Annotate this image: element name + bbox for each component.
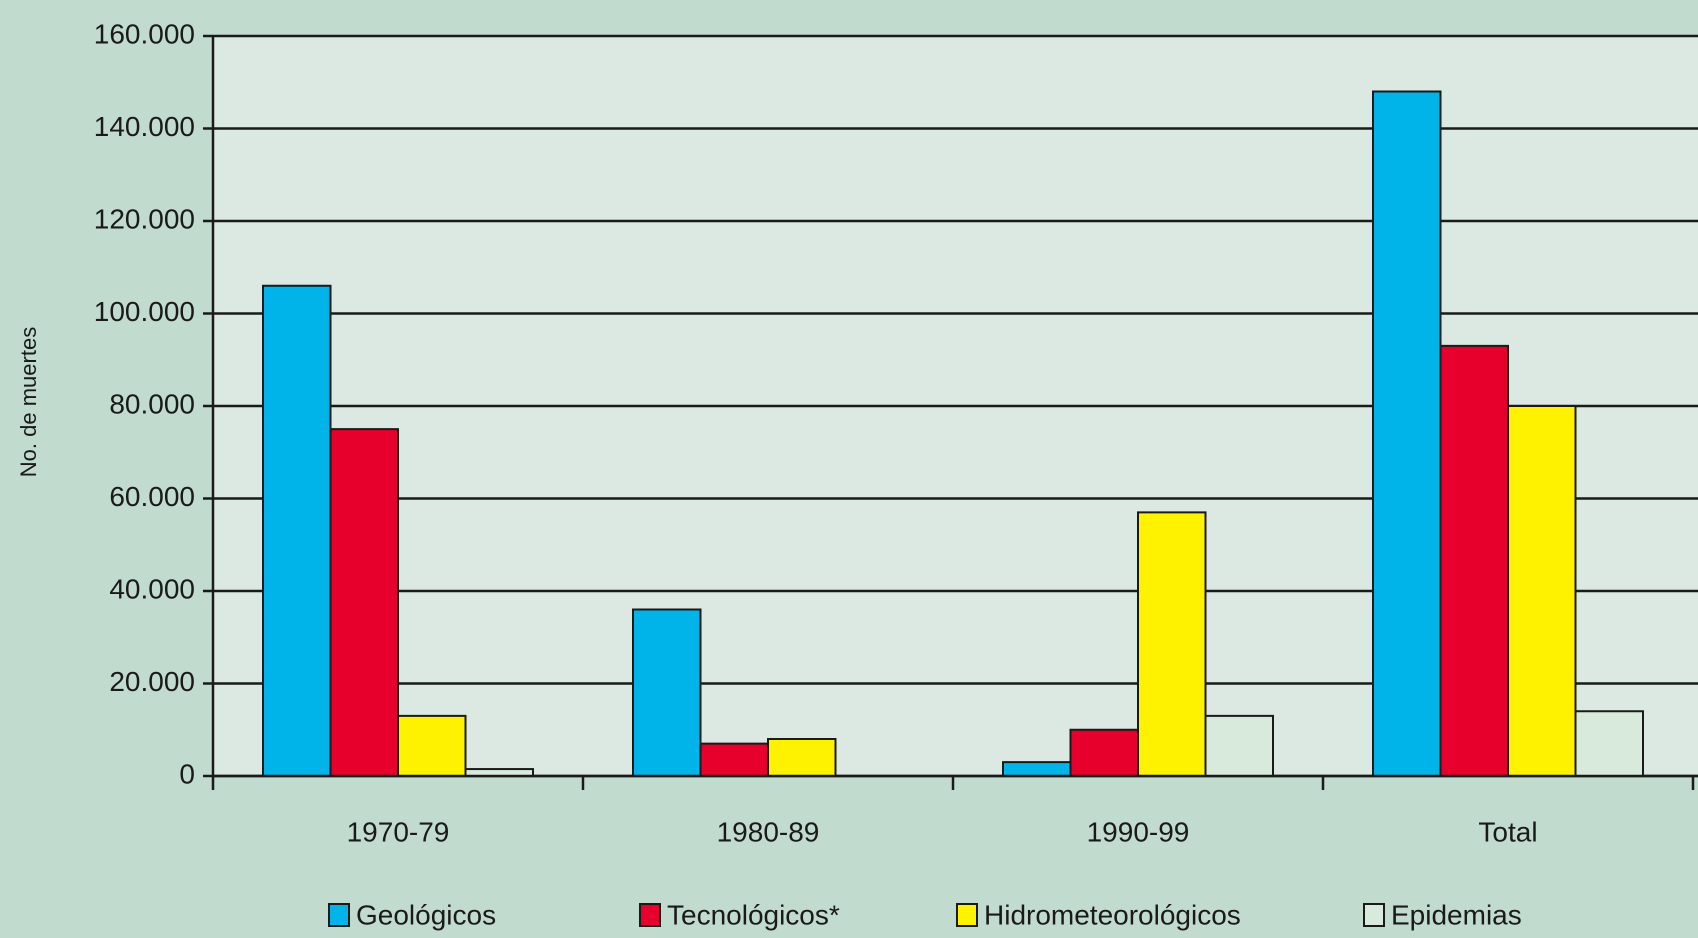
legend-label: Tecnológicos* bbox=[667, 899, 840, 930]
bar bbox=[1204, 714, 1274, 777]
y-tick-label: 0 bbox=[179, 758, 195, 789]
x-tick-label: 1970-79 bbox=[347, 816, 450, 847]
bar bbox=[1069, 728, 1139, 777]
y-tick-label: 140.000 bbox=[94, 111, 195, 142]
bar bbox=[397, 714, 467, 777]
legend-label: Geológicos bbox=[356, 899, 496, 930]
legend-swatch bbox=[328, 903, 350, 927]
legend-label: Epidemias bbox=[1391, 899, 1522, 930]
legend-swatch bbox=[1363, 903, 1385, 927]
bar bbox=[1002, 761, 1072, 777]
y-tick-label: 60.000 bbox=[109, 481, 195, 512]
legend-swatch bbox=[956, 903, 978, 927]
legend-swatch bbox=[639, 903, 661, 927]
bar bbox=[699, 742, 769, 777]
y-tick-label: 80.000 bbox=[109, 388, 195, 419]
bar bbox=[1574, 710, 1644, 777]
bar bbox=[632, 608, 702, 777]
x-tick-label: Total bbox=[1478, 816, 1537, 847]
bar bbox=[329, 428, 399, 777]
bar bbox=[1137, 511, 1207, 777]
y-tick-label: 160.000 bbox=[94, 18, 195, 49]
bar bbox=[1372, 90, 1442, 777]
y-tick-label: 40.000 bbox=[109, 573, 195, 604]
y-tick-label: 120.000 bbox=[94, 203, 195, 234]
bar bbox=[1439, 344, 1509, 777]
x-tick-label: 1990-99 bbox=[1087, 816, 1190, 847]
x-tick-label: 1980-89 bbox=[717, 816, 820, 847]
y-tick-label: 20.000 bbox=[109, 666, 195, 697]
bar bbox=[767, 738, 837, 777]
y-axis-label: No. de muertes bbox=[16, 327, 41, 477]
y-tick-label: 100.000 bbox=[94, 296, 195, 327]
legend-label: Hidrometeorológicos bbox=[984, 899, 1241, 930]
bar bbox=[262, 284, 332, 777]
bar bbox=[1507, 405, 1577, 777]
